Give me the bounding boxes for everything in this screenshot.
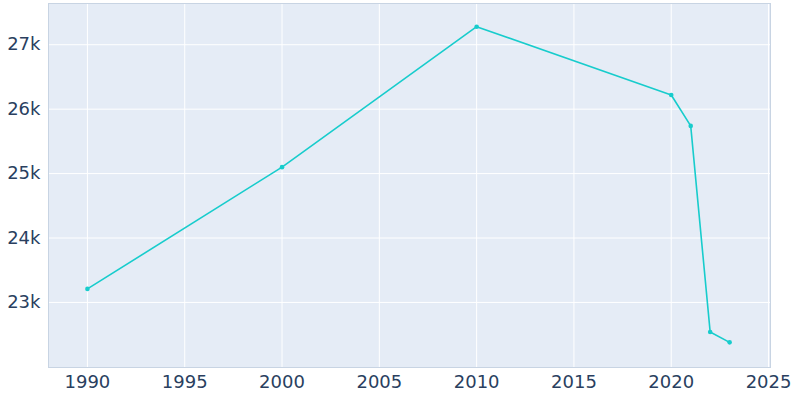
svg-text:2010: 2010 (454, 371, 500, 392)
svg-text:1990: 1990 (65, 371, 111, 392)
svg-text:27k: 27k (7, 33, 41, 54)
svg-text:2020: 2020 (648, 371, 694, 392)
svg-text:2005: 2005 (356, 371, 402, 392)
svg-text:2000: 2000 (259, 371, 305, 392)
svg-text:23k: 23k (7, 291, 41, 312)
svg-text:26k: 26k (7, 98, 41, 119)
svg-text:1995: 1995 (162, 371, 208, 392)
svg-text:2015: 2015 (551, 371, 597, 392)
svg-text:25k: 25k (7, 162, 41, 183)
svg-text:2025: 2025 (746, 371, 792, 392)
svg-text:24k: 24k (7, 227, 41, 248)
